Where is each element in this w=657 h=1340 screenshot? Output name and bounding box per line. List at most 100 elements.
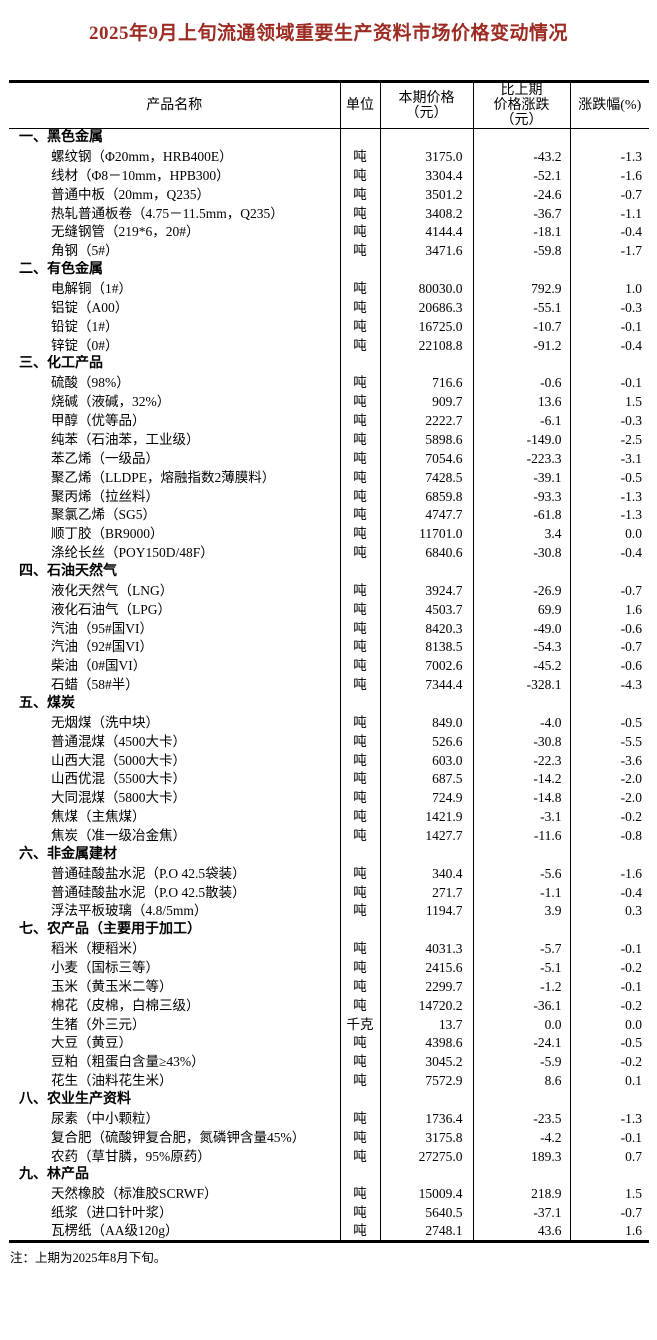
product-name-cell: 汽油（92#国VI） (51, 639, 153, 655)
product-name-cell: 电解铜（1#） (51, 281, 132, 297)
section-row: 八、农业生产资料 (9, 1090, 649, 1110)
product-name-cell: 热轧普通板卷（4.75－11.5mm，Q235） (51, 205, 284, 221)
change-cell: -54.3 (472, 637, 570, 657)
pct-cell: -0.6 (569, 618, 649, 638)
product-name-cell: 复合肥（硫酸钾复合肥，氮磷钾含量45%） (51, 1129, 306, 1145)
table-row: 玉米（黄玉米二等） 吨 2299.7 -1.2 -0.1 (9, 977, 649, 997)
change-cell (472, 694, 570, 714)
price-cell: 4747.7 (379, 505, 473, 525)
table-row: 豆粕（粗蛋白含量≥43%） 吨 3045.2 -5.9 -0.2 (9, 1052, 649, 1072)
pct-cell: -2.0 (569, 788, 649, 808)
table-row: 铅锭（1#） 吨 16725.0 -10.7 -0.1 (9, 317, 649, 336)
change-cell: -5.1 (472, 958, 570, 978)
price-table: 产品名称 单位 本期价格 （元） 比上期 价格涨跌 （元） 涨跌幅(%) 一、黑… (9, 80, 649, 1243)
section-row: 四、石油天然气 (9, 562, 649, 582)
price-cell: 4031.3 (379, 939, 473, 959)
pct-cell: -0.7 (569, 581, 649, 600)
unit-cell: 吨 (339, 279, 380, 299)
pct-cell: -1.3 (569, 1109, 649, 1129)
price-cell: 7428.5 (379, 467, 473, 487)
unit-cell (339, 845, 380, 865)
unit-cell: 吨 (339, 449, 380, 468)
table-row: 复合肥（硫酸钾复合肥，氮磷钾含量45%） 吨 3175.8 -4.2 -0.1 (9, 1128, 649, 1147)
price-cell: 27275.0 (379, 1146, 473, 1166)
pct-cell: -0.8 (569, 826, 649, 846)
unit-cell: 吨 (339, 1222, 380, 1242)
change-cell: -59.8 (472, 241, 570, 261)
table-row: 无缝钢管（219*6，20#） 吨 4144.4 -18.1 -0.4 (9, 222, 649, 242)
product-name-cell: 涤纶长丝（POY150D/48F） (51, 545, 214, 561)
unit-cell: 吨 (339, 958, 380, 978)
unit-cell (339, 1165, 380, 1185)
table-row: 大同混煤（5800大卡） 吨 724.9 -14.8 -2.0 (9, 788, 649, 808)
table-row: 山西大混（5000大卡） 吨 603.0 -22.3 -3.6 (9, 750, 649, 770)
product-name-cell: 大同混煤（5800大卡） (51, 790, 186, 806)
pct-cell: -0.1 (569, 977, 649, 997)
table-row: 聚乙烯（LLDPE，熔融指数2薄膜料） 吨 7428.5 -39.1 -0.5 (9, 467, 649, 487)
product-name-cell: 顺丁胶（BR9000） (51, 526, 164, 542)
pct-cell: -5.5 (569, 732, 649, 751)
change-cell: -10.7 (472, 317, 570, 336)
price-cell (379, 128, 473, 148)
pct-cell (569, 1090, 649, 1110)
change-cell: -39.1 (472, 467, 570, 487)
section-title: 一、黑色金属 (19, 130, 103, 146)
price-cell: 2415.6 (379, 958, 473, 978)
unit-cell: 吨 (339, 203, 380, 223)
change-cell: -5.9 (472, 1052, 570, 1072)
table-row: 甲醇（优等品） 吨 2222.7 -6.1 -0.3 (9, 411, 649, 431)
pct-cell: 0.1 (569, 1071, 649, 1091)
pct-cell (569, 920, 649, 940)
change-cell: -24.6 (472, 185, 570, 204)
unit-cell: 吨 (339, 298, 380, 318)
product-name-cell: 尿素（中小颗粒） (51, 1110, 159, 1126)
unit-cell: 吨 (339, 581, 380, 600)
unit-cell: 吨 (339, 486, 380, 506)
product-name-cell: 角钢（5#） (51, 243, 119, 259)
change-cell: -52.1 (472, 166, 570, 186)
table-row: 液化石油气（LPG） 吨 4503.7 69.9 1.6 (9, 599, 649, 619)
price-cell (379, 1090, 473, 1110)
change-cell: -18.1 (472, 222, 570, 242)
change-cell: -30.8 (472, 732, 570, 751)
section-row: 二、有色金属 (9, 260, 649, 280)
table-row: 普通硅酸盐水泥（P.O 42.5袋装） 吨 340.4 -5.6 -1.6 (9, 864, 649, 883)
unit-cell: 吨 (339, 882, 380, 902)
table-row: 螺纹钢（Φ20mm，HRB400E） 吨 3175.0 -43.2 -1.3 (9, 147, 649, 167)
product-name-cell: 柴油（0#国VI） (51, 658, 147, 674)
unit-cell: 吨 (339, 599, 380, 619)
price-cell: 909.7 (379, 392, 473, 412)
section-title: 四、石油天然气 (19, 563, 117, 579)
change-cell: -36.7 (472, 203, 570, 223)
change-cell: -4.2 (472, 1128, 570, 1147)
price-cell: 5640.5 (379, 1203, 473, 1223)
price-cell: 3924.7 (379, 581, 473, 600)
table-header-row: 产品名称 单位 本期价格 （元） 比上期 价格涨跌 （元） 涨跌幅(%) (9, 81, 649, 129)
pct-cell: -1.7 (569, 241, 649, 261)
change-cell (472, 128, 570, 148)
table-row: 线材（Φ8－10mm，HPB300） 吨 3304.4 -52.1 -1.6 (9, 166, 649, 186)
table-row: 汽油（92#国VI） 吨 8138.5 -54.3 -0.7 (9, 637, 649, 657)
table-row: 大豆（黄豆） 吨 4398.6 -24.1 -0.5 (9, 1033, 649, 1053)
table-row: 角钢（5#） 吨 3471.6 -59.8 -1.7 (9, 241, 649, 261)
unit-cell: 吨 (339, 166, 380, 186)
change-cell: -37.1 (472, 1203, 570, 1223)
change-cell: -11.6 (472, 826, 570, 846)
change-cell: 13.6 (472, 392, 570, 412)
table-row: 尿素（中小颗粒） 吨 1736.4 -23.5 -1.3 (9, 1109, 649, 1129)
product-name-cell: 普通硅酸盐水泥（P.O 42.5散装） (51, 884, 246, 900)
product-name-cell: 铅锭（1#） (51, 318, 119, 334)
table-row: 稻米（粳稻米） 吨 4031.3 -5.7 -0.1 (9, 939, 649, 959)
price-cell: 1421.9 (379, 807, 473, 827)
product-name-cell: 生猪（外三元） (51, 1016, 146, 1032)
unit-cell: 吨 (339, 1203, 380, 1223)
unit-cell: 千克 (339, 1014, 380, 1034)
unit-cell: 吨 (339, 1184, 380, 1204)
change-cell: -23.5 (472, 1109, 570, 1129)
unit-cell: 吨 (339, 996, 380, 1015)
pct-cell: 1.5 (569, 392, 649, 412)
unit-cell (339, 128, 380, 148)
price-cell: 4144.4 (379, 222, 473, 242)
table-row: 浮法平板玻璃（4.8/5mm） 吨 1194.7 3.9 0.3 (9, 901, 649, 921)
price-cell: 5898.6 (379, 430, 473, 450)
